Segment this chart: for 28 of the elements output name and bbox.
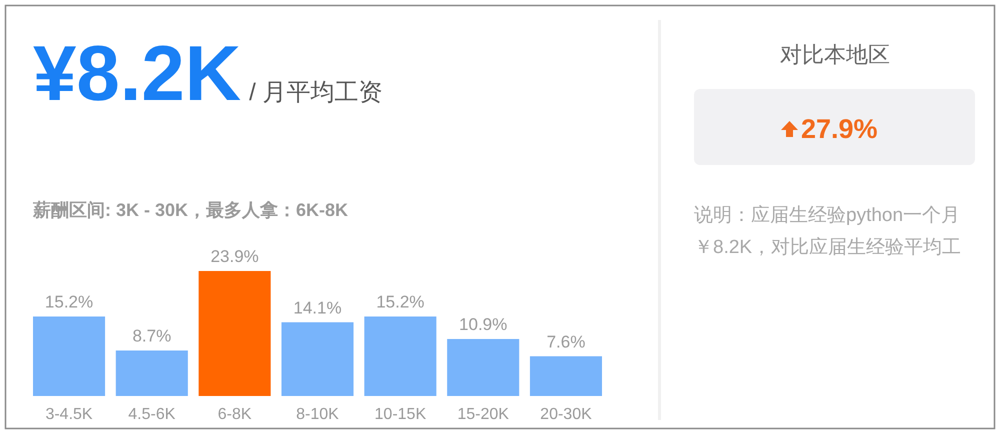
data-label: 15.2% bbox=[44, 292, 94, 312]
data-label: 10.9% bbox=[459, 314, 508, 334]
data-label: 7.6% bbox=[546, 332, 586, 352]
x-tick-label: 8-10K bbox=[296, 406, 340, 423]
x-tick-label: 20-30K bbox=[540, 406, 592, 423]
data-label: 14.1% bbox=[293, 298, 342, 318]
text: ￥8.2K，对比应届生经验平均工 bbox=[694, 236, 962, 258]
bar bbox=[198, 271, 271, 396]
bar bbox=[530, 356, 602, 396]
chart-subtitle: 薪酬区间: 3K - 30K，最多人拿：6K-8K bbox=[32, 200, 348, 220]
x-tick-label: 10-15K bbox=[374, 406, 426, 423]
text: 说明：应届生经验python一个月 bbox=[694, 204, 960, 226]
bar bbox=[364, 316, 436, 396]
x-tick-label: 4.5-6K bbox=[128, 406, 176, 423]
x-tick-label: 6-8K bbox=[218, 406, 252, 423]
x-tick-label: 3-4.5K bbox=[45, 406, 93, 423]
data-label: 8.7% bbox=[132, 326, 172, 346]
chart-title: ¥8.2K bbox=[33, 29, 242, 117]
bar bbox=[447, 338, 520, 396]
text: 对比本地区 bbox=[780, 42, 890, 67]
bar bbox=[116, 350, 188, 396]
bar bbox=[33, 316, 106, 396]
bar bbox=[281, 322, 354, 396]
x-tick-label: 15-20K bbox=[457, 406, 510, 423]
data-label: 23.9% bbox=[210, 247, 259, 266]
text: / 月平均工资 bbox=[249, 79, 382, 106]
text: 27.9% bbox=[801, 114, 878, 144]
data-label: 15.2% bbox=[376, 292, 424, 312]
